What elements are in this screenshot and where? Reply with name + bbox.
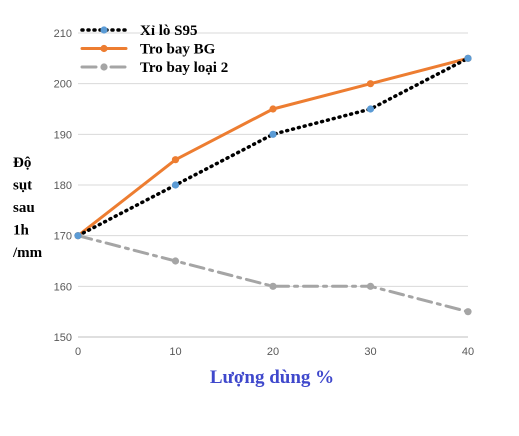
data-point-s2-30: [366, 282, 375, 290]
data-point-s0-10: [171, 181, 180, 189]
x-tick-label-20: 20: [267, 346, 279, 358]
legend-marker-0: [100, 26, 108, 34]
x-axis-title: Lượng dùng %: [210, 367, 334, 388]
y-tick-label-210: 210: [54, 28, 72, 40]
y-tick-label-180: 180: [54, 180, 72, 192]
data-point-s0-40: [464, 54, 472, 62]
y-tick-label-170: 170: [54, 231, 72, 243]
y-axis-title-line-0: Độ: [13, 155, 31, 171]
y-tick-label-160: 160: [54, 281, 72, 293]
data-point-s2-10: [171, 257, 180, 265]
legend-marker-1: [100, 44, 108, 53]
y-axis-title-line-4: /mm: [12, 245, 43, 261]
legend-label-0: Xỉ lò S95: [140, 23, 198, 39]
y-axis-title-line-1: sụt: [13, 178, 32, 194]
x-tick-label-0: 0: [75, 346, 81, 358]
data-point-s0-30: [366, 105, 375, 113]
data-point-s1-10: [171, 156, 180, 164]
x-tick-label-40: 40: [462, 346, 474, 358]
x-tick-label-10: 10: [169, 346, 181, 358]
data-point-s2-40: [464, 308, 472, 316]
data-point-s0-20: [269, 130, 277, 138]
series-line-0: [76, 56, 470, 238]
series-line-2: [76, 234, 470, 314]
data-point-s1-30: [366, 80, 375, 88]
y-tick-label-200: 200: [54, 79, 72, 91]
x-tick-label-30: 30: [364, 346, 376, 358]
y-axis-title-line-2: sau: [13, 200, 35, 216]
data-point-s0-0: [74, 232, 82, 240]
y-tick-label-150: 150: [54, 332, 72, 344]
legend-label-1: Tro bay BG: [140, 42, 216, 58]
data-point-s2-20: [269, 282, 277, 290]
data-point-s1-20: [269, 105, 277, 113]
legend-label-2: Tro bay loại 2: [140, 60, 228, 76]
y-tick-label-190: 190: [54, 129, 72, 141]
series-line-1: [76, 56, 470, 238]
legend-marker-2: [100, 63, 108, 71]
y-axis-title-line-3: 1h: [13, 223, 30, 239]
